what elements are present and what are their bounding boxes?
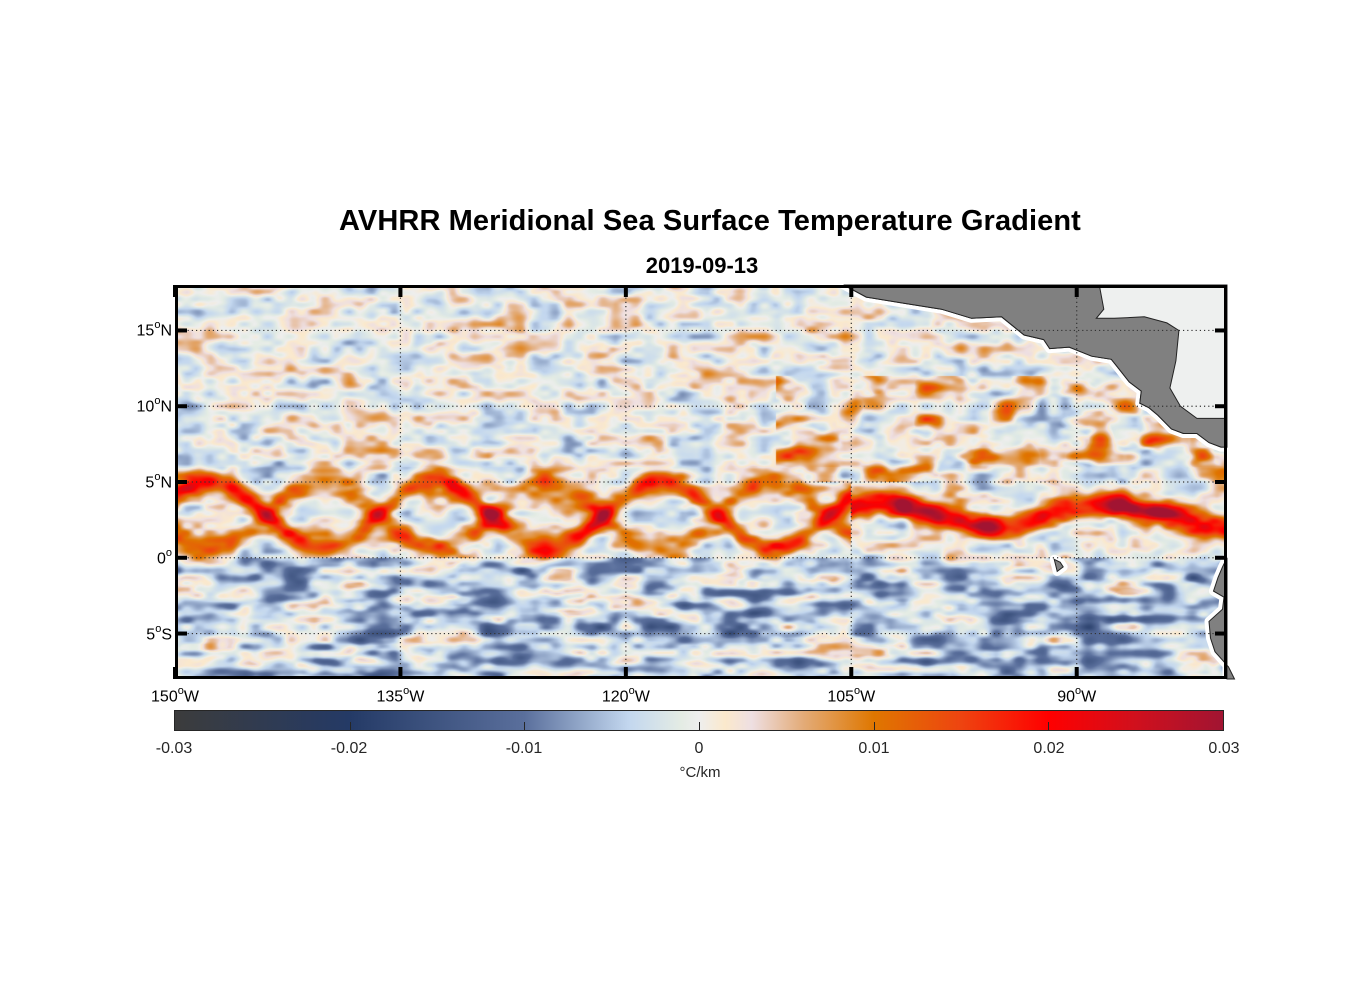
- colorbar-tick-mark: [873, 722, 875, 730]
- colorbar-tick-label: 0: [694, 740, 704, 757]
- caribbean-sea: [1096, 285, 1227, 419]
- x-tick-label: 90oW: [1057, 685, 1097, 706]
- colorbar-tick-mark: [699, 722, 700, 730]
- colorbar-units: °C/km: [679, 764, 721, 781]
- colorbar-tick-mark: [1048, 722, 1050, 730]
- chart-title: AVHRR Meridional Sea Surface Temperature…: [339, 205, 1081, 237]
- colorbar-tick-label: 0.01: [858, 740, 890, 757]
- colorbar-tick-label: -0.01: [505, 740, 543, 757]
- colorbar-tick-mark: [349, 722, 351, 730]
- x-tick-label: 135oW: [376, 685, 425, 706]
- colorbar-tick-label: 0.02: [1033, 740, 1065, 757]
- chart-subtitle: 2019-09-13: [645, 253, 759, 278]
- colorbar-tick-mark: [524, 722, 526, 730]
- land-galapagos-islands: [1053, 558, 1064, 573]
- y-tick-label: 5oS: [146, 622, 172, 643]
- land-south-america: [1208, 557, 1236, 680]
- colorbar-tick-label: -0.02: [330, 740, 368, 757]
- y-tick-label: 0o: [156, 546, 172, 568]
- land-isthmus: [843, 284, 1228, 448]
- y-tick-label: 5oN: [145, 471, 172, 492]
- colorbar: [174, 710, 1224, 731]
- map-overlay: [173, 280, 1239, 684]
- x-tick-label: 120oW: [601, 685, 650, 706]
- y-tick-label: 10oN: [136, 395, 172, 416]
- colorbar-tick-label: 0.03: [1208, 740, 1240, 757]
- x-tick-label: 150oW: [151, 685, 199, 706]
- map-plot-area: [173, 280, 1239, 684]
- y-tick-label: 15oN: [136, 319, 172, 340]
- x-tick-label: 105oW: [827, 685, 876, 706]
- colorbar-tick-label: -0.03: [155, 740, 193, 757]
